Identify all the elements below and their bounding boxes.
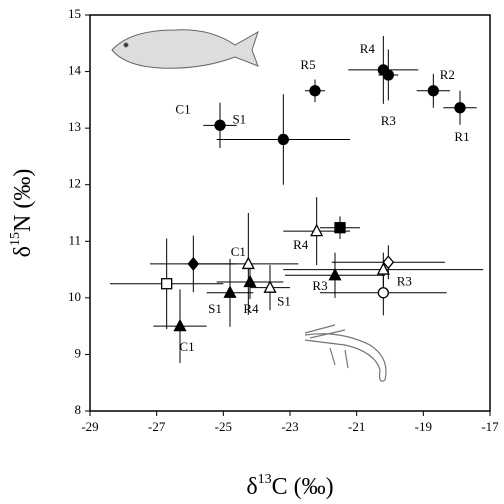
y-tick-label: 8 [75, 402, 82, 417]
point-label: R2 [440, 67, 455, 82]
point-label: C1 [231, 244, 246, 259]
point [187, 256, 200, 271]
point [427, 85, 439, 97]
y-tick-label: 15 [68, 6, 81, 21]
point-label: R4 [243, 301, 259, 316]
shrimp-icon [304, 324, 387, 382]
point-label: S1 [208, 301, 222, 316]
y-tick-label: 9 [75, 345, 82, 360]
x-label-pre: δ [246, 474, 257, 500]
point [454, 102, 466, 114]
point-label: R4 [360, 41, 376, 56]
point-label: R3 [381, 113, 396, 128]
point [243, 274, 257, 288]
point [310, 223, 324, 237]
point [382, 69, 394, 81]
point-label: R4 [293, 237, 309, 252]
y-label-pre: δ [10, 246, 36, 257]
x-tick-label: -29 [81, 419, 98, 434]
x-tick-label: -21 [348, 419, 365, 434]
y-tick-label: 11 [68, 232, 81, 247]
x-tick-label: -17 [481, 419, 499, 434]
point [376, 262, 390, 275]
x-axis-label: δ13C (‰) [246, 472, 333, 499]
y-label-post: N (‰) [10, 169, 36, 232]
point-label: S1 [277, 294, 291, 309]
x-tick-label: -19 [415, 419, 432, 434]
y-label-sup: 15 [8, 232, 23, 246]
point [173, 318, 187, 332]
y-axis-label: δ15N (‰) [8, 169, 35, 258]
point [382, 255, 395, 270]
y-tick-label: 10 [68, 289, 81, 304]
x-label-sup: 13 [258, 472, 272, 487]
y-tick-label: 12 [68, 176, 81, 191]
point [377, 287, 389, 299]
point [309, 85, 321, 97]
y-tick-label: 14 [68, 63, 82, 78]
point [223, 285, 237, 298]
plot-frame [89, 14, 491, 412]
point-label: R1 [454, 129, 469, 144]
x-tick-label: -27 [148, 419, 166, 434]
point-label: C1 [179, 339, 194, 354]
point [277, 133, 289, 146]
y-tick-label: 13 [68, 119, 81, 134]
point [328, 267, 342, 281]
point [263, 280, 277, 293]
x-tick-label: -23 [281, 419, 298, 434]
point [241, 256, 255, 270]
point-label: C1 [175, 101, 190, 116]
point-label: S1 [232, 111, 246, 126]
fish-icon [111, 29, 259, 69]
x-tick-label: -25 [215, 419, 232, 434]
point-label: R3 [397, 274, 412, 289]
point [214, 119, 226, 131]
point-label: R3 [312, 278, 327, 293]
x-label-post: C (‰) [272, 474, 334, 500]
point-label: R5 [300, 57, 315, 72]
point [161, 278, 173, 290]
point [334, 222, 346, 234]
